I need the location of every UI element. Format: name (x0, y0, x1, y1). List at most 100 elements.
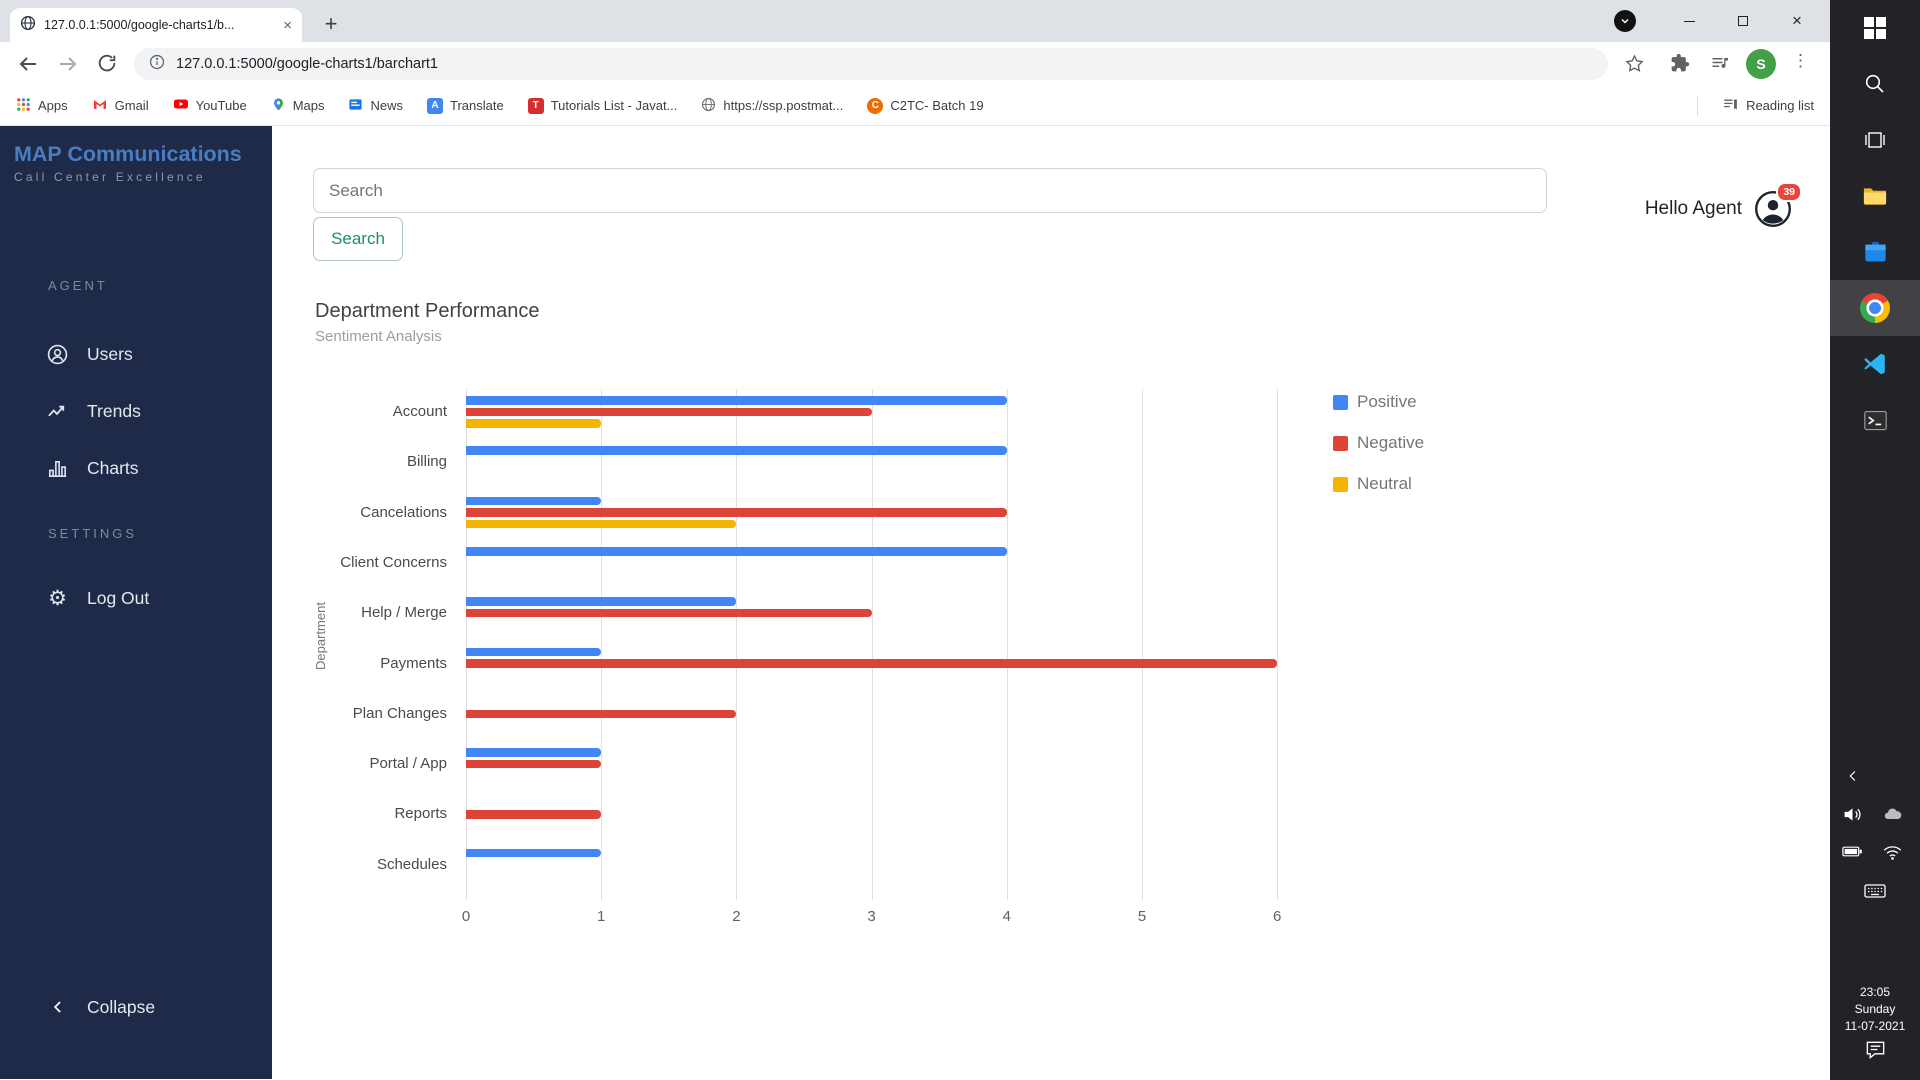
legend-item-negative[interactable]: Negative (1333, 433, 1424, 453)
section-label-agent: AGENT (48, 278, 108, 293)
vscode-taskbar-button[interactable] (1830, 336, 1920, 392)
task-view-button[interactable] (1830, 112, 1920, 168)
back-button[interactable] (16, 52, 40, 76)
bookmark-maps[interactable]: Maps (271, 97, 325, 115)
window-close-button[interactable]: × (1792, 11, 1802, 30)
chart-bar[interactable] (466, 810, 602, 819)
x-tick-label: 1 (597, 908, 606, 925)
extensions-icon[interactable] (1670, 53, 1692, 75)
bookmark-c2tc[interactable]: C C2TC- Batch 19 (867, 97, 984, 114)
terminal-taskbar-button[interactable] (1830, 392, 1920, 448)
chart-bar[interactable] (466, 759, 602, 769)
main-content: Search Hello Agent 39 Department Perform… (272, 126, 1830, 1079)
bookmark-youtube[interactable]: YouTube (173, 96, 247, 115)
notification-badge[interactable]: 39 (1776, 182, 1802, 202)
reading-list-icon (1722, 96, 1739, 116)
chrome-taskbar-button[interactable] (1830, 280, 1920, 336)
chart-bar[interactable] (466, 597, 737, 606)
logo-subtitle: Call Center Excellence (14, 170, 206, 184)
bookmark-ssp-postmat[interactable]: https://ssp.postmat... (701, 97, 843, 115)
chart-bar[interactable] (466, 848, 602, 858)
bookmark-gmail[interactable]: Gmail (92, 96, 149, 115)
reload-button[interactable] (96, 52, 120, 76)
sidebar-item-trends[interactable]: Trends (0, 394, 272, 428)
site-info-icon[interactable] (148, 53, 166, 76)
chart-bar[interactable] (466, 547, 1007, 556)
bookmark-star-icon[interactable] (1624, 53, 1646, 75)
tab-close-icon[interactable]: × (283, 16, 292, 34)
bookmark-translate[interactable]: A Translate (427, 97, 504, 114)
chart-bar[interactable] (466, 659, 1278, 668)
media-controls-button[interactable] (1614, 10, 1636, 32)
forward-button[interactable] (56, 52, 80, 76)
sidebar-item-users[interactable]: Users (0, 337, 272, 371)
file-explorer-button[interactable] (1830, 168, 1920, 224)
bookmark-label: Translate (450, 98, 504, 113)
legend-label: Neutral (1357, 474, 1412, 493)
bookmark-label: Maps (292, 98, 325, 113)
sidebar-item-label: Trends (87, 400, 141, 421)
battery-icon[interactable] (1841, 840, 1864, 868)
chart-legend: Positive Negative Neutral (1333, 392, 1424, 515)
chart-bar[interactable] (466, 407, 872, 417)
globe-icon (701, 97, 716, 115)
chart-bar[interactable] (466, 508, 1007, 517)
chart-bar[interactable] (466, 608, 872, 618)
taskbar-clock[interactable]: 23:05 Sunday 11-07-2021 (1830, 984, 1920, 1035)
chart-bar[interactable] (466, 396, 1007, 405)
browser-menu-icon[interactable]: ⋮ (1792, 51, 1809, 70)
url-text: 127.0.0.1:5000/google-charts1/barchart1 (176, 56, 438, 72)
search-button[interactable]: Search (313, 217, 403, 261)
media-playlist-icon[interactable] (1710, 53, 1732, 75)
tutorials-icon: T (527, 97, 544, 114)
user-avatar[interactable]: 39 (1754, 182, 1802, 228)
chart-gridline (1277, 389, 1279, 900)
start-button[interactable] (1830, 0, 1920, 56)
reading-list-button[interactable]: Reading list (1722, 96, 1814, 116)
trend-line-icon (46, 400, 69, 423)
sidebar-item-logout[interactable]: ⚙ Log Out (0, 581, 272, 615)
chart-bar[interactable] (466, 709, 737, 719)
touch-keyboard-icon[interactable] (1863, 879, 1887, 908)
c2tc-icon: C (867, 97, 884, 114)
hidden-icons-chevron[interactable] (1844, 767, 1862, 790)
search-input[interactable] (313, 168, 1547, 213)
legend-item-positive[interactable]: Positive (1333, 392, 1424, 412)
x-tick-label: 3 (867, 908, 876, 925)
bar-chart-icon (46, 457, 69, 480)
sidebar-item-charts[interactable]: Charts (0, 451, 272, 485)
legend-item-neutral[interactable]: Neutral (1333, 474, 1424, 494)
bookmark-news[interactable]: News (348, 97, 403, 115)
sidebar-collapse-button[interactable]: Collapse (0, 990, 272, 1024)
new-tab-button[interactable]: + (324, 11, 338, 36)
action-center-icon[interactable] (1864, 1038, 1887, 1066)
window-maximize-button[interactable] (1716, 0, 1770, 42)
browser-tab[interactable]: 127.0.0.1:5000/google-charts1/b... × (10, 8, 302, 42)
bookmark-apps[interactable]: Apps (16, 97, 68, 115)
bookmark-label: Apps (38, 98, 68, 113)
tab-strip: 127.0.0.1:5000/google-charts1/b... × + × (0, 0, 1830, 42)
chart-bar[interactable] (466, 446, 1007, 455)
chart-bar[interactable] (466, 496, 602, 506)
chart-bar[interactable] (466, 748, 602, 757)
chart-bar[interactable] (466, 419, 602, 428)
onedrive-cloud-icon[interactable] (1882, 803, 1904, 830)
window-minimize-button[interactable] (1662, 0, 1716, 42)
chevron-left-icon (46, 996, 69, 1019)
translate-icon: A (427, 97, 443, 114)
wifi-icon[interactable] (1882, 842, 1903, 868)
bookmarks-divider (1697, 95, 1699, 116)
windows-logo-icon (1864, 17, 1886, 39)
taskbar-search-button[interactable] (1830, 56, 1920, 112)
chart-bar[interactable] (466, 519, 737, 529)
tab-title: 127.0.0.1:5000/google-charts1/b... (44, 18, 235, 32)
chart-bar[interactable] (466, 647, 602, 657)
blue-app-button[interactable] (1830, 224, 1920, 280)
legend-swatch-positive (1333, 394, 1348, 410)
chart-gridline (1006, 389, 1008, 900)
maps-pin-icon (271, 97, 286, 115)
browser-profile-avatar[interactable]: S (1746, 49, 1776, 79)
bookmark-tutorials[interactable]: T Tutorials List - Javat... (527, 97, 677, 114)
url-bar[interactable]: 127.0.0.1:5000/google-charts1/barchart1 (134, 48, 1608, 80)
volume-icon[interactable] (1842, 804, 1863, 830)
